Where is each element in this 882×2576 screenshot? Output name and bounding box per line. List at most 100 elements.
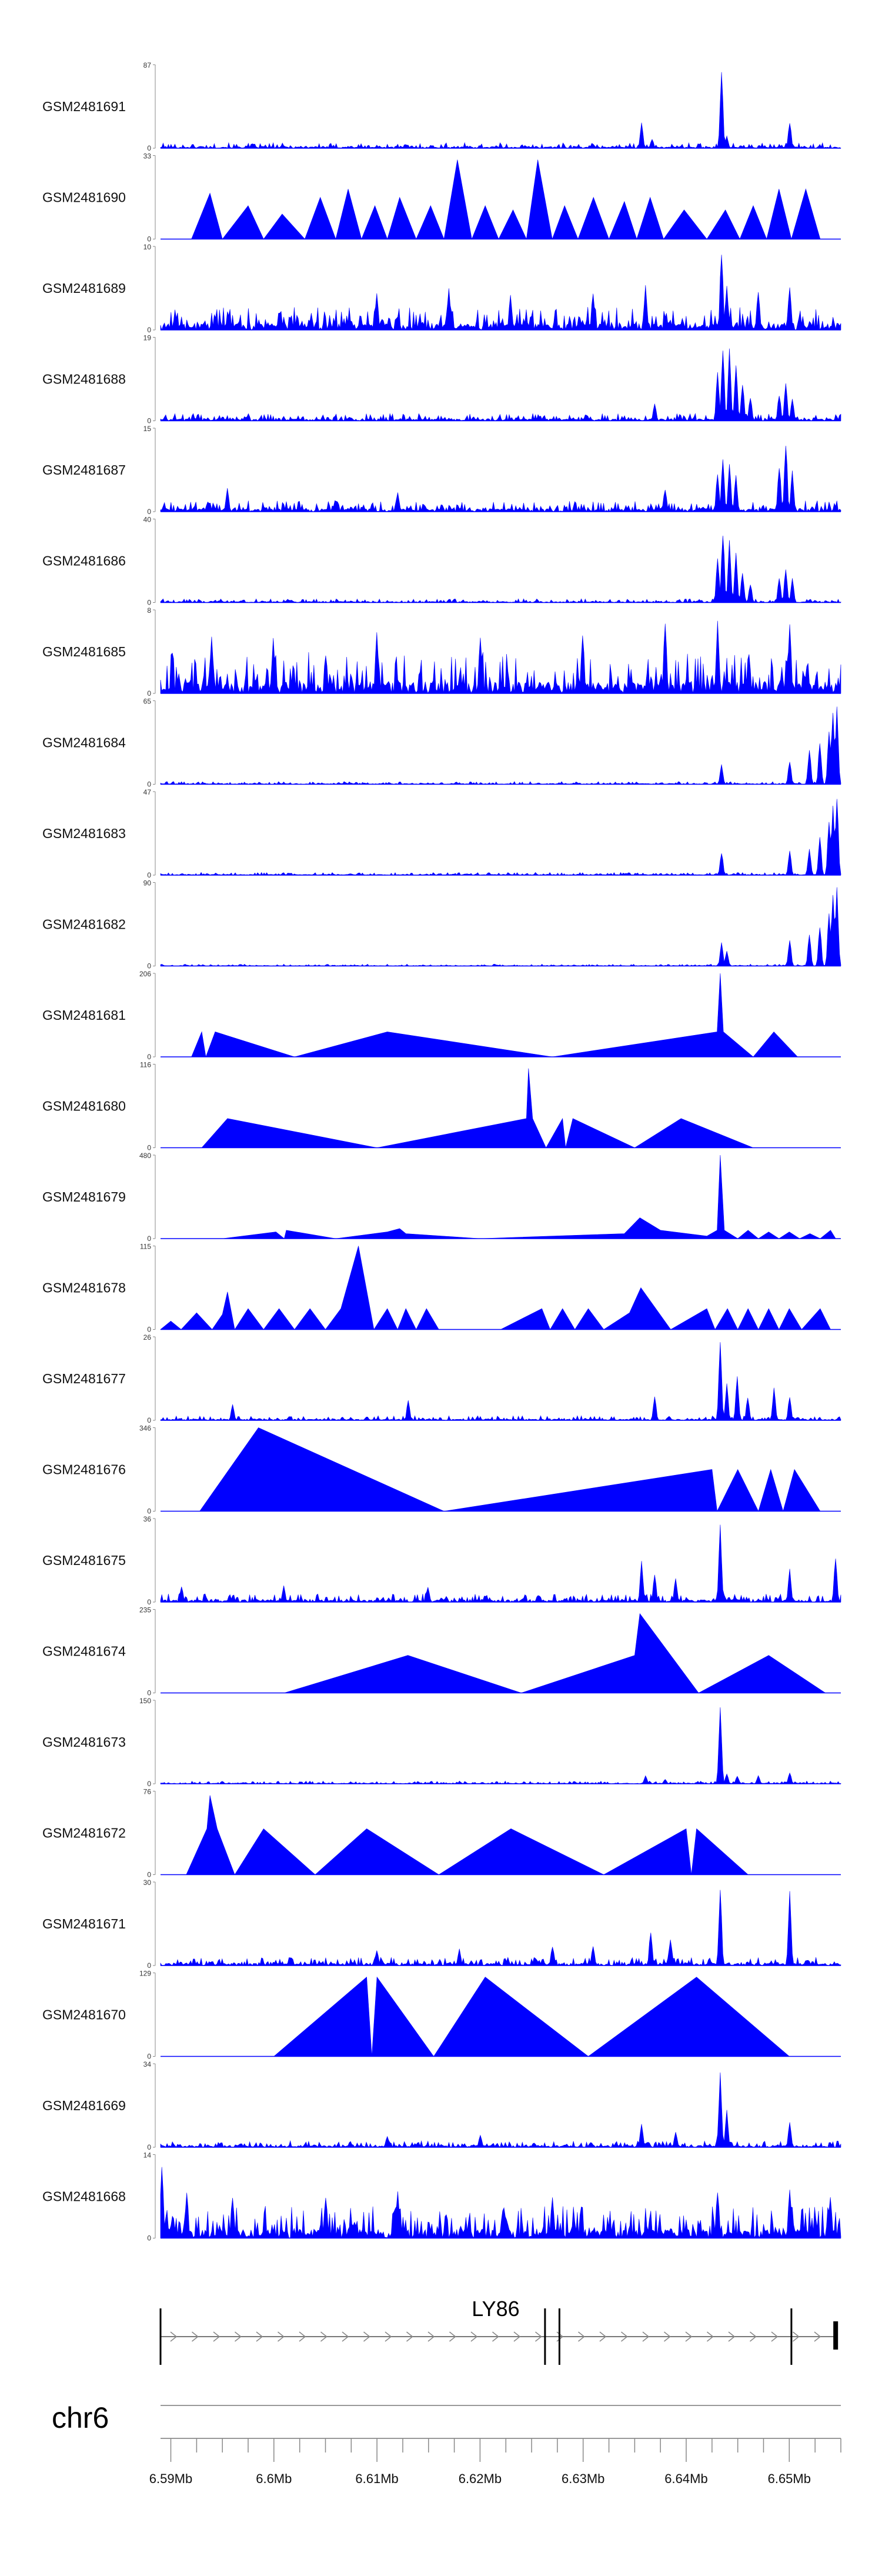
- y-min-label: 0: [147, 1780, 151, 1788]
- y-max-label: 129: [139, 1970, 151, 1978]
- strand-arrow: [513, 2331, 521, 2342]
- track-label: GSM2481677: [42, 1371, 126, 1386]
- y-max-label: 36: [143, 1515, 152, 1523]
- track-GSM2481676: GSM2481676 346 0: [42, 1424, 841, 1516]
- y-max-label: 8: [147, 606, 151, 615]
- y-min-label: 0: [147, 508, 151, 516]
- strand-arrow: [449, 2331, 456, 2342]
- track-label: GSM2481673: [42, 1734, 126, 1750]
- y-max-label: 19: [143, 334, 152, 342]
- track-GSM2481669: GSM2481669 34 0: [42, 2060, 841, 2151]
- exon-mark: [544, 2308, 546, 2365]
- track-GSM2481679: GSM2481679 480 0: [42, 1152, 841, 1243]
- y-max-label: 480: [139, 1152, 151, 1160]
- strand-arrow: [363, 2331, 370, 2342]
- coverage-area: [160, 1890, 841, 1966]
- strand-arrow: [728, 2331, 736, 2342]
- track-label: GSM2481672: [42, 1826, 126, 1841]
- strand-arrow: [192, 2331, 199, 2342]
- x-tick-label: 6.59Mb: [149, 2471, 192, 2486]
- exon-mark: [790, 2308, 793, 2365]
- track-label: GSM2481683: [42, 826, 126, 841]
- x-tick-label: 6.6Mb: [256, 2471, 292, 2486]
- chromosome-label: chr6: [52, 2401, 109, 2434]
- y-max-label: 33: [143, 152, 152, 161]
- coverage-area: [160, 72, 841, 149]
- track-label: GSM2481676: [42, 1462, 126, 1477]
- track-label: GSM2481687: [42, 462, 126, 478]
- strand-arrow: [470, 2331, 478, 2342]
- strand-arrow: [642, 2331, 650, 2342]
- strand-arrow: [685, 2331, 693, 2342]
- strand-arrow: [213, 2331, 220, 2342]
- exon-mark: [833, 2321, 838, 2350]
- strand-arrow: [427, 2331, 435, 2342]
- y-min-label: 0: [147, 417, 151, 425]
- y-min-label: 0: [147, 1598, 151, 1606]
- coverage-area: [160, 620, 841, 694]
- track-GSM2481678: GSM2481678 115 0: [42, 1243, 841, 1334]
- strand-arrow: [320, 2331, 328, 2342]
- track-GSM2481668: GSM2481668 14 0: [42, 2151, 841, 2243]
- strand-arrow: [278, 2331, 285, 2342]
- coverage-area: [222, 1154, 836, 1239]
- y-min-label: 0: [147, 689, 151, 698]
- gene-track: LY86: [159, 2297, 838, 2365]
- y-min-label: 0: [147, 599, 151, 607]
- y-min-label: 0: [147, 2234, 151, 2243]
- strand-arrow: [235, 2331, 242, 2342]
- x-tick-label: 6.63Mb: [562, 2471, 604, 2486]
- y-min-label: 0: [147, 962, 151, 970]
- strand-arrow: [664, 2331, 671, 2342]
- track-label: GSM2481679: [42, 1189, 126, 1204]
- strand-arrow: [492, 2331, 499, 2342]
- track-label: GSM2481685: [42, 644, 126, 659]
- strand-arrow: [599, 2331, 607, 2342]
- coverage-area: [199, 1427, 821, 1512]
- y-max-label: 47: [143, 788, 152, 796]
- track-label: GSM2481690: [42, 190, 126, 205]
- y-max-label: 90: [143, 879, 152, 887]
- y-max-label: 30: [143, 1878, 152, 1887]
- track-label: GSM2481678: [42, 1280, 126, 1296]
- coverage-area: [284, 1613, 826, 1693]
- strand-arrow: [299, 2331, 306, 2342]
- y-min-label: 0: [147, 1326, 151, 1334]
- x-tick-label: 6.62Mb: [459, 2471, 502, 2486]
- coverage-area: [160, 535, 841, 603]
- coverage-area: [160, 887, 841, 966]
- y-min-label: 0: [147, 780, 151, 789]
- track-label: GSM2481674: [42, 1644, 126, 1659]
- strand-arrow: [385, 2331, 392, 2342]
- coverage-area: [160, 255, 841, 331]
- strand-arrow: [406, 2331, 413, 2342]
- coverage-area: [160, 348, 841, 422]
- coverage-area: [160, 1246, 831, 1330]
- x-tick-label: 6.64Mb: [664, 2471, 707, 2486]
- y-max-label: 26: [143, 1333, 152, 1342]
- y-max-label: 87: [143, 61, 152, 69]
- track-GSM2481674: GSM2481674 235 0: [42, 1606, 841, 1697]
- track-GSM2481673: GSM2481673 150 0: [42, 1697, 841, 1788]
- coverage-area: [160, 799, 841, 876]
- y-max-label: 14: [143, 2151, 152, 2160]
- track-GSM2481683: GSM2481683 47 0: [42, 788, 841, 879]
- strand-arrow: [256, 2331, 263, 2342]
- track-GSM2481682: GSM2481682 90 0: [42, 879, 841, 970]
- genome-axis: chr6 6.59Mb 6.6Mb 6.61Mb 6.62Mb 6.63Mb 6.64Mb…: [52, 2401, 841, 2486]
- strand-arrow: [793, 2331, 800, 2342]
- track-GSM2481690: GSM2481690 33 0: [42, 152, 841, 243]
- strand-arrow: [535, 2331, 542, 2342]
- y-min-label: 0: [147, 1689, 151, 1697]
- coverage-area: [273, 1976, 790, 2057]
- track-label: GSM2481684: [42, 735, 126, 750]
- track-label: GSM2481670: [42, 2007, 126, 2023]
- y-min-label: 0: [147, 2143, 151, 2151]
- y-max-label: 346: [139, 1424, 151, 1433]
- track-GSM2481688: GSM2481688 19 0: [42, 334, 841, 425]
- track-label: GSM2481691: [42, 99, 126, 114]
- track-GSM2481691: GSM2481691 87 0: [42, 61, 841, 152]
- track-GSM2481675: GSM2481675 36 0: [42, 1515, 841, 1606]
- coverage-area: [160, 2167, 841, 2239]
